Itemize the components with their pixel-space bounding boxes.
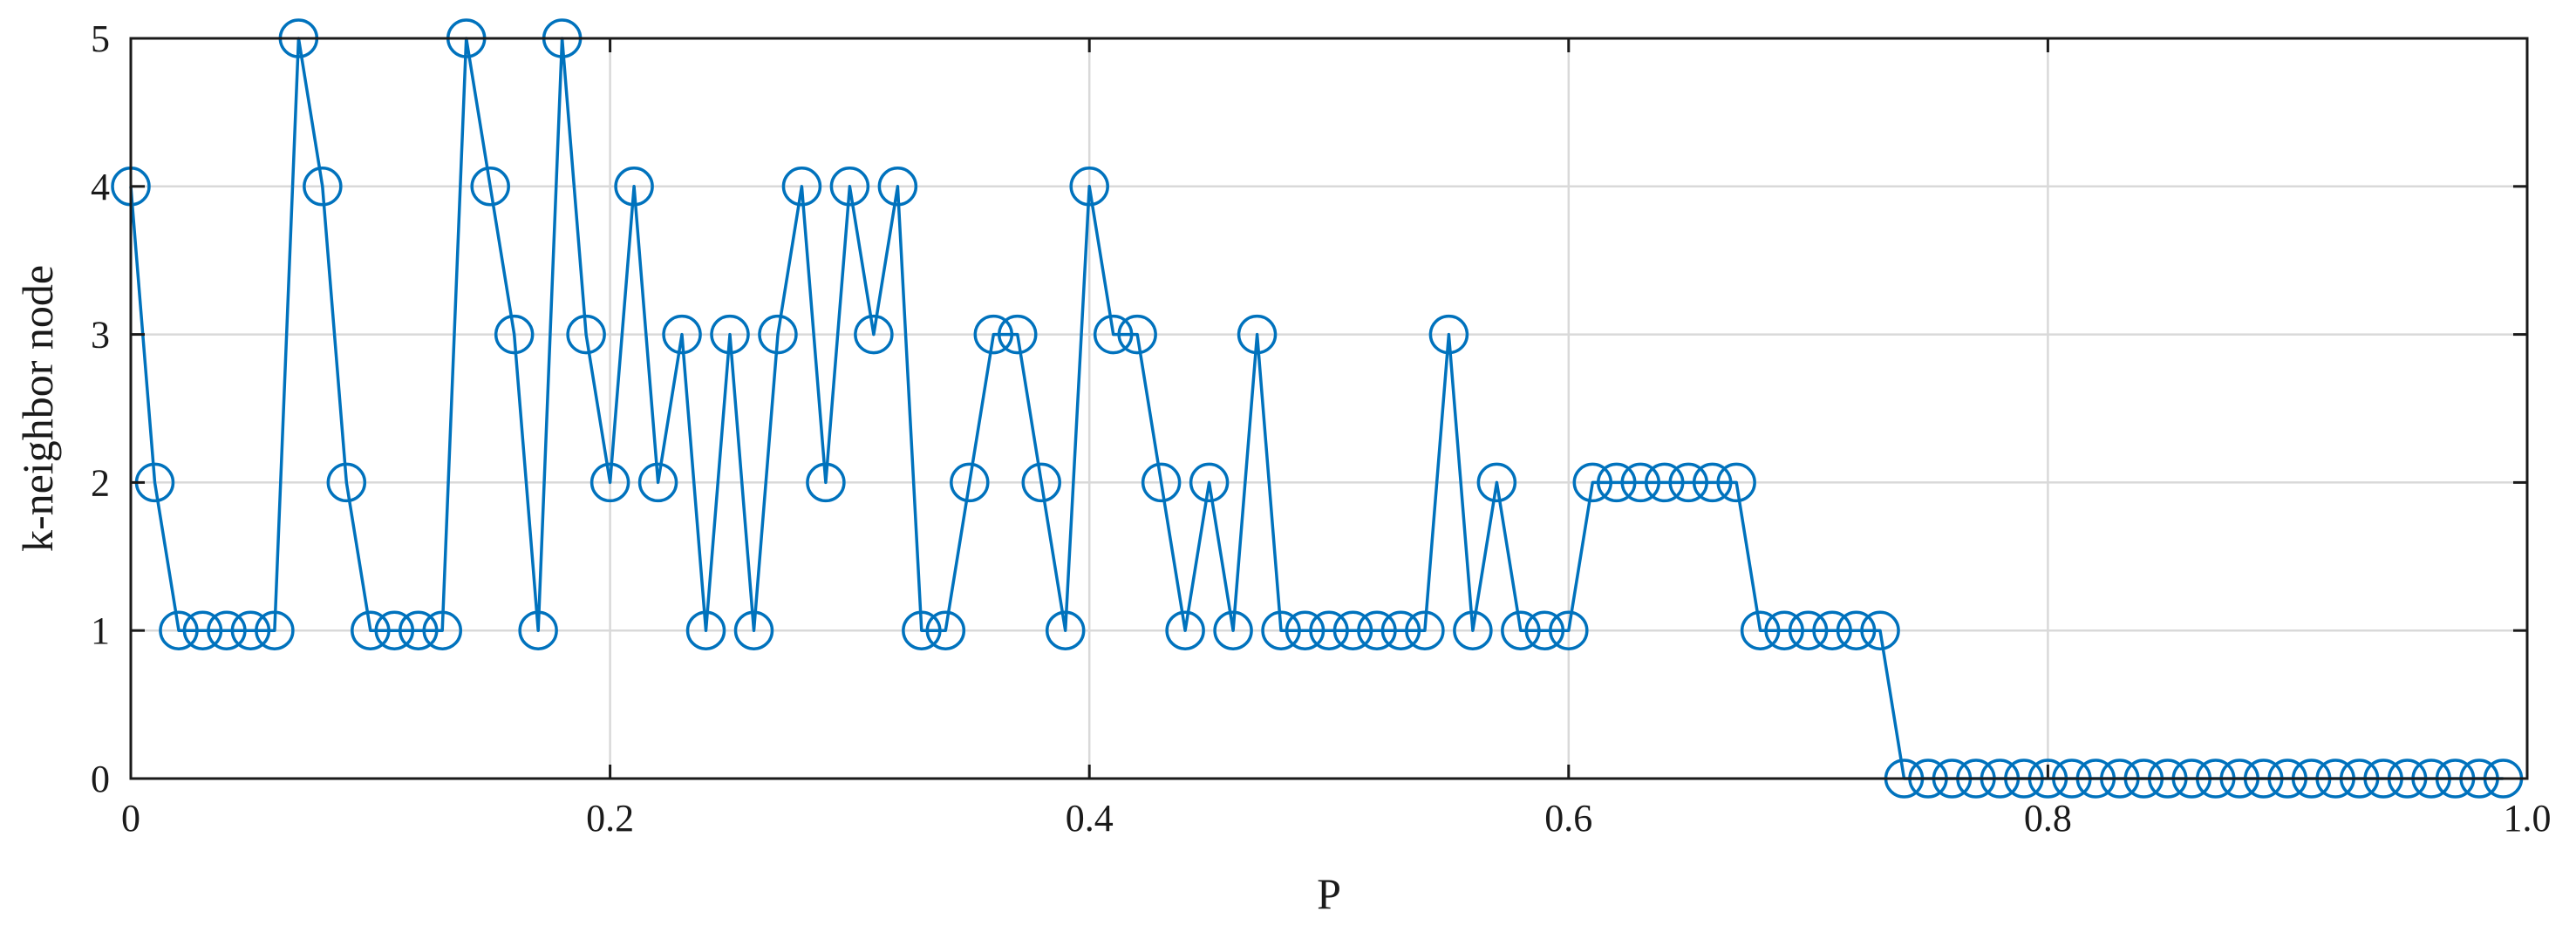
x-tick-label: 0.8 — [2024, 797, 2072, 840]
grid-lines — [129, 37, 2529, 780]
y-tick-label: 1 — [91, 609, 110, 652]
data-point — [255, 610, 295, 650]
data-point — [1572, 462, 1613, 503]
data-point — [854, 314, 894, 355]
data-point — [470, 167, 510, 207]
data-point — [829, 167, 870, 207]
data-point — [1285, 610, 1325, 650]
y-axis-title: k-neighbor node — [13, 265, 62, 552]
data-point — [1309, 610, 1349, 650]
data-point — [303, 167, 343, 207]
data-point — [1332, 610, 1373, 650]
data-point — [925, 610, 966, 650]
x-tick-label: 0.6 — [1544, 797, 1592, 840]
data-point — [1812, 610, 1852, 650]
data-point — [1620, 462, 1660, 503]
data-point — [1524, 610, 1565, 650]
data-point — [1117, 314, 1157, 355]
data-point — [1189, 462, 1230, 503]
data-point — [710, 314, 750, 355]
data-point — [1021, 462, 1061, 503]
data-point — [518, 610, 558, 650]
data-point — [1764, 610, 1804, 650]
data-point — [589, 462, 630, 503]
y-tick-label: 0 — [91, 758, 110, 800]
data-point — [877, 167, 918, 207]
data-point — [806, 462, 846, 503]
data-point — [399, 610, 439, 650]
data-point — [1476, 462, 1517, 503]
y-tick-label: 2 — [91, 461, 110, 504]
data-point — [1860, 610, 1900, 650]
data-point — [566, 314, 606, 355]
data-point — [374, 610, 415, 650]
data-point — [1213, 610, 1253, 650]
data-point — [1501, 610, 1541, 650]
x-tick-label: 0.2 — [586, 797, 634, 840]
data-point — [1428, 314, 1469, 355]
data-point — [1597, 462, 1637, 503]
y-axis: 0 1 2 3 4 5 — [91, 17, 110, 800]
x-tick-label: 1.0 — [2504, 797, 2552, 840]
data-point — [902, 610, 942, 650]
series-line — [129, 37, 2504, 780]
data-point — [182, 610, 223, 650]
x-tick-label: 0.4 — [1066, 797, 1114, 840]
data-point — [1093, 314, 1134, 355]
data-point — [950, 462, 990, 503]
data-point — [494, 314, 535, 355]
data-point — [1165, 610, 1205, 650]
y-tick-label: 3 — [91, 314, 110, 357]
data-point — [1740, 610, 1781, 650]
data-point — [758, 314, 798, 355]
data-point — [207, 610, 247, 650]
data-point — [1357, 610, 1397, 650]
data-point — [159, 610, 199, 650]
x-axis: 0 0.2 0.4 0.6 0.8 1.0 — [121, 797, 2552, 840]
data-point — [1453, 610, 1493, 650]
axis-ticks — [129, 37, 2529, 780]
data-point — [1141, 462, 1182, 503]
y-tick-label: 5 — [91, 17, 110, 60]
data-point — [685, 610, 726, 650]
data-point — [1405, 610, 1445, 650]
data-point — [422, 610, 462, 650]
data-point — [1549, 610, 1589, 650]
data-point — [1069, 167, 1109, 207]
data-point — [1045, 610, 1086, 650]
data-point — [998, 314, 1038, 355]
y-tick-label: 4 — [91, 166, 110, 208]
data-point — [1716, 462, 1756, 503]
data-point — [326, 462, 367, 503]
series-k-neighbor — [111, 18, 2524, 799]
data-point — [637, 462, 678, 503]
data-point — [1668, 462, 1708, 503]
x-tick-label: 0 — [121, 797, 140, 840]
data-point — [351, 610, 391, 650]
x-axis-title: P — [1317, 869, 1341, 918]
data-point — [230, 610, 271, 650]
data-point — [1644, 462, 1685, 503]
data-point — [733, 610, 774, 650]
data-point — [1261, 610, 1301, 650]
data-point — [1237, 314, 1278, 355]
data-point — [781, 167, 822, 207]
plot-frame — [129, 37, 2529, 780]
data-point — [1380, 610, 1421, 650]
data-point — [973, 314, 1014, 355]
data-point — [1692, 462, 1733, 503]
data-point — [1836, 610, 1877, 650]
data-point — [1788, 610, 1829, 650]
data-point — [614, 167, 654, 207]
data-point — [662, 314, 702, 355]
